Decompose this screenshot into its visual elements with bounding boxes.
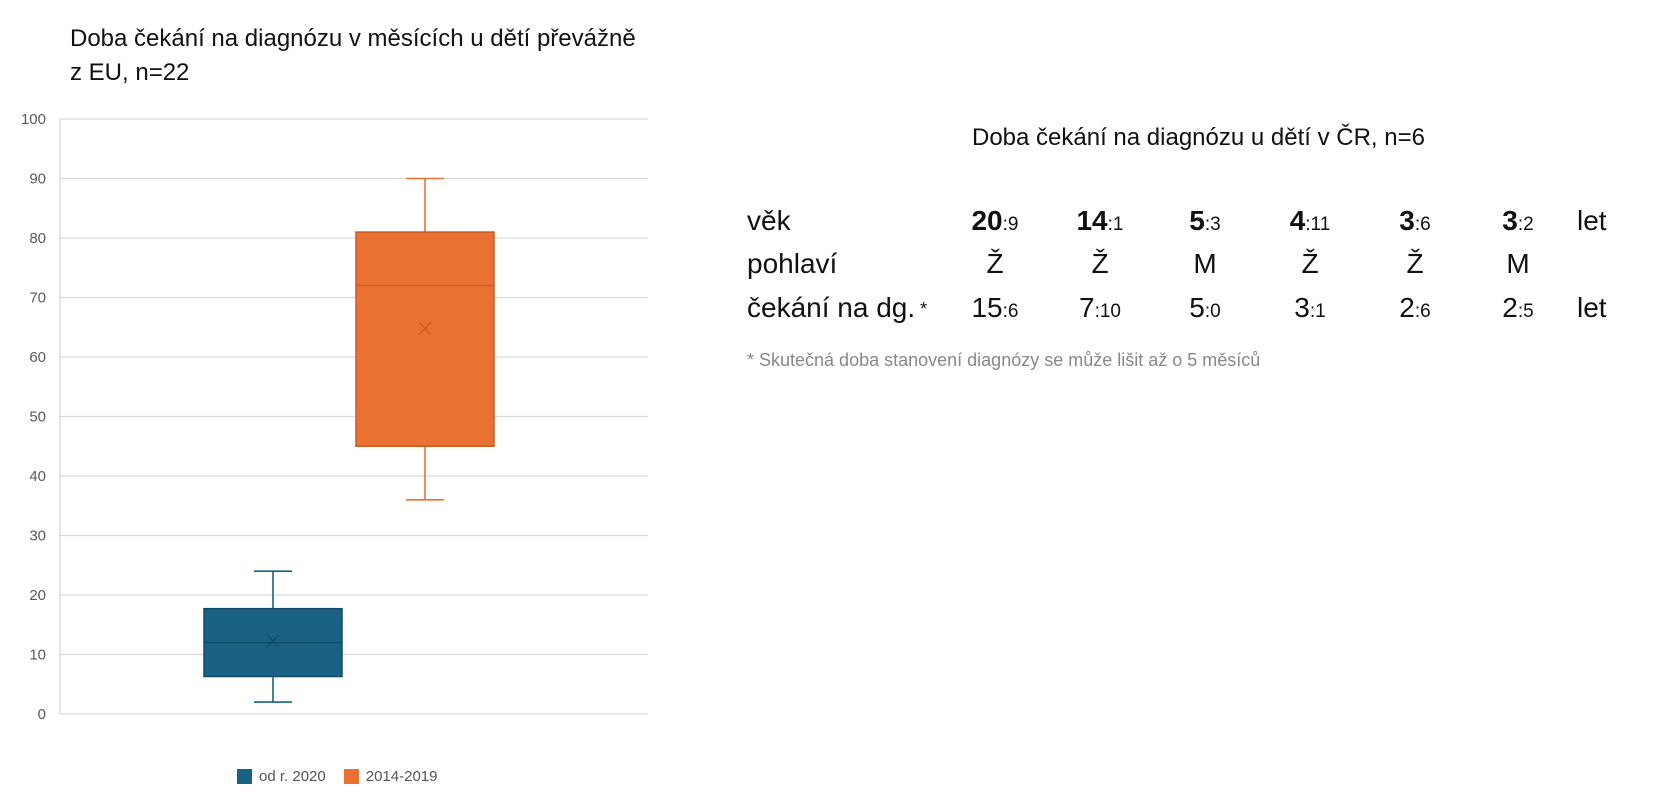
table-cell: Ž [1091,248,1108,280]
table-cell: 7:10 [1079,292,1121,324]
chart-legend: od r. 2020 2014-2019 [237,768,455,785]
row-label-text: věk [747,205,791,236]
y-tick-label-20: 20 [29,587,46,604]
table-cell: 15:6 [971,292,1018,324]
legend-label-2014-2019: 2014-2019 [365,768,438,785]
table-cell: 2:6 [1399,292,1430,324]
cell-main-value: Ž [1406,248,1424,279]
y-tick-label-0: 0 [38,706,46,723]
row-label-footnote-mark: * [915,299,928,319]
table-title: Doba čekání na diagnózu u dětí v ČR, n=6 [972,124,1425,151]
cell-sub-value: :5 [1517,301,1534,322]
mean-marker-2014-2019 [418,321,432,335]
cell-main-value: 3 [1399,205,1415,236]
mean-marker-2020 [266,634,280,648]
cell-main-value: 4 [1289,205,1306,236]
y-tick-label-60: 60 [29,349,46,366]
table-cell: 2:5 [1502,292,1533,324]
cell-sub-value: :1 [1309,301,1326,322]
row-unit: let [1577,292,1607,323]
cell-main-value: Ž [1301,248,1319,279]
row-label-text: čekání na dg. [747,292,916,323]
box-plot-chart: 0 10 20 30 40 50 60 70 80 90 100 [21,111,648,723]
cell-sub-value: :2 [1517,214,1534,235]
cell-sub-value: :1 [1107,214,1124,235]
table-cell: Ž [1406,248,1423,280]
cell-main-value: 2 [1502,292,1518,323]
row-label: pohlaví [747,248,837,280]
y-tick-label-50: 50 [29,409,46,426]
table-cell: 5:0 [1189,292,1220,324]
cell-sub-value: :9 [1002,214,1019,235]
table-cell: 14:1 [1076,205,1123,237]
cell-main-value: 15 [971,292,1003,323]
cell-main-value: 7 [1079,292,1095,323]
table-cell: 3:6 [1399,205,1430,237]
row-unit: let [1577,205,1607,236]
cell-sub-value: :6 [1414,214,1431,235]
y-tick-label-90: 90 [29,171,46,188]
legend-swatch-2020 [237,769,252,784]
cell-main-value: 3 [1294,292,1310,323]
legend-label-2020: od r. 2020 [259,768,326,785]
table-cell: Ž [986,248,1003,280]
box-2014-2019 [355,231,495,447]
cell-sub-value: :6 [1002,301,1019,322]
cell-main-value: 2 [1399,292,1415,323]
cell-sub-value: :6 [1414,301,1431,322]
table-cell: 20:9 [971,205,1018,237]
cell-sub-value: :10 [1094,301,1121,322]
cell-sub-value: :11 [1305,214,1331,235]
table-cell: 3:2 [1502,205,1533,237]
y-tick-label-10: 10 [29,647,46,664]
y-tick-label-30: 30 [29,528,46,545]
table-row: čekání na dg. * 15:6 7:10 5:0 3:1 2:6 2:5 let [0,292,1658,332]
y-tick-label-40: 40 [29,468,46,485]
table-cell: Ž [1301,248,1318,280]
table-row: věk 20:9 14:1 5:3 4:11 3:6 3:2 let [0,205,1658,245]
cell-main-value: 3 [1502,205,1518,236]
cell-main-value: M [1193,248,1217,279]
cell-main-value: 5 [1189,292,1205,323]
y-tick-label-100: 100 [21,111,46,128]
legend-item-2020: od r. 2020 [237,768,326,785]
cell-main-value: Ž [1091,248,1109,279]
table-row: pohlaví Ž Ž M Ž Ž M [0,248,1658,288]
y-tick-label-80: 80 [29,230,46,247]
table-footnote: * Skutečná doba stanovení diagnózy se mů… [747,350,1261,370]
cell-sub-value: :0 [1204,301,1221,322]
table-cell: 3:1 [1294,292,1325,324]
cell-sub-value: :3 [1204,214,1221,235]
table-cell: 4:11 [1290,205,1331,237]
y-tick-label-70: 70 [29,290,46,307]
chart-title: Doba čekání na diagnózu v měsících u dět… [70,25,636,86]
table-cell: 5:3 [1189,205,1220,237]
cell-main-value: 14 [1076,205,1108,236]
cell-main-value: M [1506,248,1530,279]
cell-main-value: 5 [1189,205,1205,236]
cell-main-value: Ž [986,248,1004,279]
row-label: čekání na dg. * [747,292,927,324]
table-cell: M [1506,248,1529,280]
row-label-text: pohlaví [747,248,838,279]
legend-item-2014-2019: 2014-2019 [343,768,438,785]
table-cell: M [1193,248,1216,280]
cell-main-value: 20 [971,205,1003,236]
row-label: věk [747,205,791,237]
legend-swatch-2014-2019 [343,769,359,784]
